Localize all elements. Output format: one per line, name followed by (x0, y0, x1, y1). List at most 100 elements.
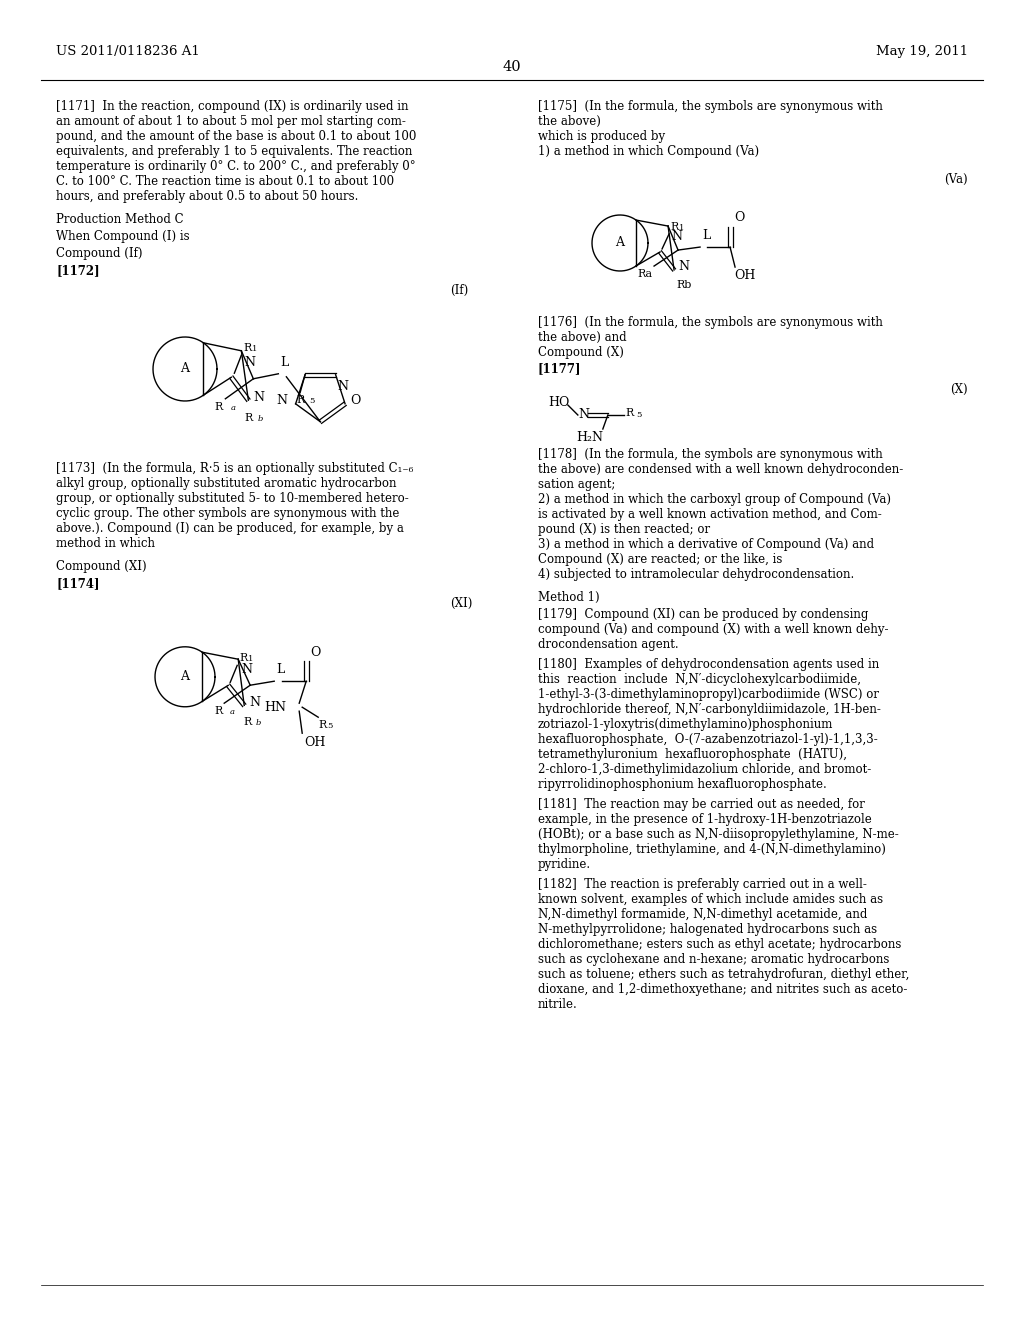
Text: b: b (255, 719, 260, 727)
Text: [1174]: [1174] (56, 577, 99, 590)
Text: (If): (If) (451, 284, 469, 297)
Text: group, or optionally substituted 5- to 10-membered hetero-: group, or optionally substituted 5- to 1… (56, 492, 409, 504)
Text: L: L (702, 230, 711, 242)
Text: drocondensation agent.: drocondensation agent. (538, 638, 678, 651)
Text: Production Method C: Production Method C (56, 213, 184, 226)
Text: OH: OH (304, 737, 326, 750)
Text: compound (Va) and compound (X) with a well known dehy-: compound (Va) and compound (X) with a we… (538, 623, 888, 636)
Text: R: R (318, 721, 327, 730)
Text: H₂N: H₂N (575, 432, 603, 444)
Text: O: O (350, 395, 360, 408)
Text: N,N-dimethyl formamide, N,N-dimethyl acetamide, and: N,N-dimethyl formamide, N,N-dimethyl ace… (538, 908, 867, 921)
Text: zotriazol-1-yloxytris(dimethylamino)phosphonium: zotriazol-1-yloxytris(dimethylamino)phos… (538, 718, 833, 731)
Text: the above) are condensed with a well known dehydroconden-: the above) are condensed with a well kno… (538, 463, 903, 477)
Text: pyridine.: pyridine. (538, 858, 591, 871)
Text: N: N (579, 408, 590, 421)
Text: Compound (If): Compound (If) (56, 247, 142, 260)
Text: (HOBt); or a base such as N,N-diisopropylethylamine, N-me-: (HOBt); or a base such as N,N-diisopropy… (538, 828, 898, 841)
Text: (Va): (Va) (944, 173, 968, 186)
Text: ripyrrolidinophosphonium hexafluorophosphate.: ripyrrolidinophosphonium hexafluorophosp… (538, 777, 826, 791)
Text: US 2011/0118236 A1: US 2011/0118236 A1 (56, 45, 200, 58)
Text: equivalents, and preferably 1 to 5 equivalents. The reaction: equivalents, and preferably 1 to 5 equiv… (56, 145, 413, 158)
Text: 2-chloro-1,3-dimethylimidazolium chloride, and bromot-: 2-chloro-1,3-dimethylimidazolium chlorid… (538, 763, 870, 776)
Text: a: a (230, 709, 236, 717)
Text: N: N (245, 356, 255, 368)
Text: Ra: Ra (637, 269, 652, 279)
Text: R: R (626, 408, 634, 418)
Text: [1180]  Examples of dehydrocondensation agents used in: [1180] Examples of dehydrocondensation a… (538, 657, 879, 671)
Text: 1: 1 (248, 655, 254, 664)
Text: R: R (296, 395, 304, 405)
Text: HN: HN (264, 701, 286, 714)
Text: C. to 100° C. The reaction time is about 0.1 to about 100: C. to 100° C. The reaction time is about… (56, 176, 394, 187)
Text: 1) a method in which Compound (Va): 1) a method in which Compound (Va) (538, 145, 759, 158)
Text: R: R (243, 717, 251, 727)
Text: N: N (242, 663, 252, 676)
Text: [1176]  (In the formula, the symbols are synonymous with: [1176] (In the formula, the symbols are … (538, 315, 883, 329)
Text: 3) a method in which a derivative of Compound (Va) and: 3) a method in which a derivative of Com… (538, 539, 873, 550)
Text: Compound (X) are reacted; or the like, is: Compound (X) are reacted; or the like, i… (538, 553, 782, 566)
Text: Compound (X): Compound (X) (538, 346, 624, 359)
Text: O: O (310, 647, 321, 659)
Text: [1179]  Compound (XI) can be produced by condensing: [1179] Compound (XI) can be produced by … (538, 609, 868, 620)
Text: [1177]: [1177] (538, 362, 581, 375)
Text: the above) and: the above) and (538, 331, 627, 345)
Text: N-methylpyrrolidone; halogenated hydrocarbons such as: N-methylpyrrolidone; halogenated hydroca… (538, 923, 877, 936)
Text: example, in the presence of 1-hydroxy-1H-benzotriazole: example, in the presence of 1-hydroxy-1H… (538, 813, 871, 826)
Text: hexafluorophosphate,  O-(7-azabenzotriazol-1-yl)-1,1,3,3-: hexafluorophosphate, O-(7-azabenzotriazo… (538, 733, 878, 746)
Text: [1181]  The reaction may be carried out as needed, for: [1181] The reaction may be carried out a… (538, 799, 864, 810)
Text: which is produced by: which is produced by (538, 129, 665, 143)
Text: Method 1): Method 1) (538, 591, 599, 605)
Text: above.). Compound (I) can be produced, for example, by a: above.). Compound (I) can be produced, f… (56, 521, 404, 535)
Text: alkyl group, optionally substituted aromatic hydrocarbon: alkyl group, optionally substituted arom… (56, 477, 397, 490)
Text: tetramethyluronium  hexafluorophosphate  (HATU),: tetramethyluronium hexafluorophosphate (… (538, 748, 847, 762)
Text: dichloromethane; esters such as ethyl acetate; hydrocarbons: dichloromethane; esters such as ethyl ac… (538, 939, 901, 950)
Text: HO: HO (548, 396, 569, 409)
Text: R: R (240, 653, 248, 664)
Text: (X): (X) (950, 383, 968, 396)
Text: (XI): (XI) (451, 597, 473, 610)
Text: R: R (244, 343, 252, 354)
Text: R: R (214, 706, 222, 717)
Text: pound (X) is then reacted; or: pound (X) is then reacted; or (538, 523, 710, 536)
Text: 1: 1 (252, 346, 258, 354)
Text: is activated by a well known activation method, and Com-: is activated by a well known activation … (538, 508, 882, 521)
Text: this  reaction  include  N,N′-dicyclohexylcarbodiimide,: this reaction include N,N′-dicyclohexylc… (538, 673, 860, 686)
Text: OH: OH (734, 269, 756, 282)
Text: 4) subjected to intramolecular dehydrocondensation.: 4) subjected to intramolecular dehydroco… (538, 568, 854, 581)
Text: hydrochloride thereof, N,N′-carbonyldiimidazole, 1H-ben-: hydrochloride thereof, N,N′-carbonyldiim… (538, 704, 881, 715)
Text: When Compound (I) is: When Compound (I) is (56, 230, 189, 243)
Text: [1171]  In the reaction, compound (IX) is ordinarily used in: [1171] In the reaction, compound (IX) is… (56, 100, 409, 114)
Text: L: L (281, 356, 289, 368)
Text: nitrile.: nitrile. (538, 998, 578, 1011)
Text: 5: 5 (309, 397, 314, 405)
Text: May 19, 2011: May 19, 2011 (876, 45, 968, 58)
Text: such as cyclohexane and n-hexane; aromatic hydrocarbons: such as cyclohexane and n-hexane; aromat… (538, 953, 889, 966)
Text: [1178]  (In the formula, the symbols are synonymous with: [1178] (In the formula, the symbols are … (538, 447, 883, 461)
Text: method in which: method in which (56, 537, 156, 550)
Text: R: R (245, 413, 253, 422)
Text: Rb: Rb (676, 280, 691, 290)
Text: A: A (180, 671, 189, 684)
Text: dioxane, and 1,2-dimethoxyethane; and nitrites such as aceto-: dioxane, and 1,2-dimethoxyethane; and ni… (538, 983, 907, 997)
Text: N: N (671, 230, 682, 243)
Text: 40: 40 (503, 59, 521, 74)
Text: A: A (180, 363, 189, 375)
Text: a: a (230, 404, 236, 412)
Text: an amount of about 1 to about 5 mol per mol starting com-: an amount of about 1 to about 5 mol per … (56, 115, 407, 128)
Text: 2) a method in which the carboxyl group of Compound (Va): 2) a method in which the carboxyl group … (538, 492, 891, 506)
Text: N: N (678, 260, 689, 273)
Text: pound, and the amount of the base is about 0.1 to about 100: pound, and the amount of the base is abo… (56, 129, 417, 143)
Text: hours, and preferably about 0.5 to about 50 hours.: hours, and preferably about 0.5 to about… (56, 190, 358, 203)
Text: N: N (249, 696, 260, 709)
Text: [1182]  The reaction is preferably carried out in a well-: [1182] The reaction is preferably carrie… (538, 878, 866, 891)
Text: R: R (214, 401, 222, 412)
Text: temperature is ordinarily 0° C. to 200° C., and preferably 0°: temperature is ordinarily 0° C. to 200° … (56, 160, 416, 173)
Text: 1-ethyl-3-(3-dimethylaminopropyl)carbodiimide (WSC) or: 1-ethyl-3-(3-dimethylaminopropyl)carbodi… (538, 688, 879, 701)
Text: known solvent, examples of which include amides such as: known solvent, examples of which include… (538, 894, 883, 906)
Text: b: b (257, 414, 263, 422)
Text: [1175]  (In the formula, the symbols are synonymous with: [1175] (In the formula, the symbols are … (538, 100, 883, 114)
Text: such as toluene; ethers such as tetrahydrofuran, diethyl ether,: such as toluene; ethers such as tetrahyd… (538, 968, 909, 981)
Text: N: N (338, 380, 348, 393)
Text: 1: 1 (679, 224, 684, 232)
